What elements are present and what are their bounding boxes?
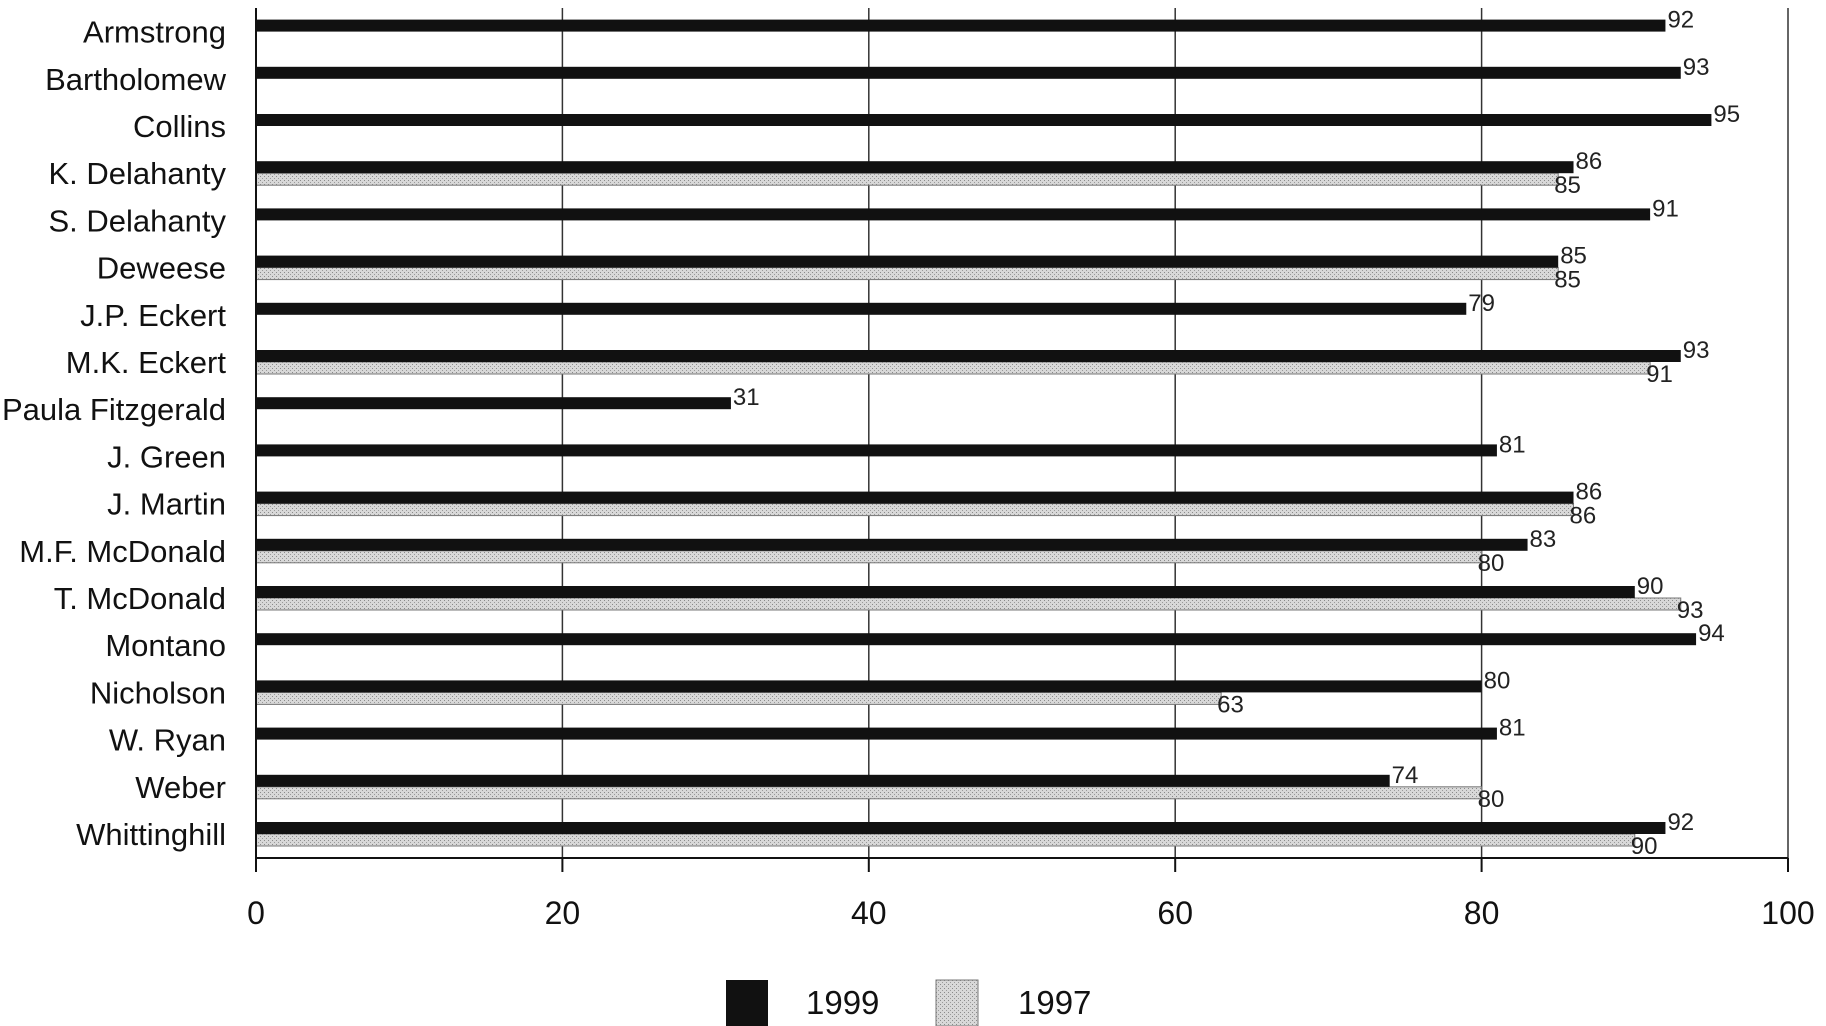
category-label: M.K. Eckert: [66, 345, 227, 380]
data-label-1997: 63: [1217, 691, 1244, 718]
data-label-1997: 80: [1478, 786, 1505, 813]
x-tick-label: 100: [1761, 895, 1814, 931]
data-label-1999: 92: [1667, 7, 1694, 34]
legend-swatch-1997: [935, 979, 979, 1026]
bar-1999: [256, 397, 731, 410]
category-label: Nicholson: [90, 675, 226, 710]
axes: [255, 8, 1789, 872]
bar-1999: [256, 774, 1390, 787]
x-tick-label: 40: [851, 895, 887, 931]
bar-1997: [255, 172, 1559, 186]
bar-1999: [256, 538, 1528, 551]
legend-swatch-1999: [726, 980, 768, 1026]
x-tick-label: 20: [545, 895, 581, 931]
data-label-1999: 86: [1576, 148, 1603, 175]
bar-1997: [255, 361, 1651, 375]
bar-1997: [255, 550, 1483, 564]
data-label-1997: 86: [1570, 503, 1597, 530]
category-label: Collins: [133, 109, 226, 144]
bars: [255, 19, 1712, 847]
data-label-1999: 92: [1667, 809, 1694, 836]
bar-1999: [256, 633, 1697, 646]
data-label-1997: 85: [1554, 267, 1581, 294]
legend-label-1997: 1997: [1018, 984, 1091, 1021]
data-label-1999: 85: [1560, 243, 1587, 270]
data-label-1999: 80: [1484, 667, 1511, 694]
data-label-1999: 86: [1576, 479, 1603, 506]
bar-1999: [256, 208, 1651, 221]
data-label-1999: 90: [1637, 573, 1664, 600]
bar-1997: [255, 597, 1682, 611]
bar-1997: [255, 786, 1483, 800]
category-label: Paula Fitzgerald: [2, 392, 226, 427]
category-label: J.P. Eckert: [80, 298, 226, 333]
data-label-1999: 74: [1392, 762, 1419, 789]
data-label-1997: 91: [1646, 361, 1673, 388]
bar-1999: [256, 161, 1574, 174]
x-tick-label: 0: [247, 895, 265, 931]
category-label: Armstrong: [83, 15, 226, 50]
bar-1997: [255, 503, 1575, 517]
bar-1999: [256, 680, 1482, 693]
data-label-1999: 79: [1468, 290, 1495, 317]
category-label: J. Green: [107, 439, 226, 474]
category-label: T. McDonald: [54, 581, 226, 616]
data-label-1997: 93: [1677, 597, 1704, 624]
legend: 1999 1997: [726, 979, 1091, 1026]
category-label: Deweese: [97, 251, 226, 286]
bar-1999: [256, 586, 1635, 598]
bar-1999: [256, 491, 1574, 504]
bar-1999: [256, 114, 1712, 126]
category-label: M.F. McDonald: [19, 534, 226, 569]
bar-1999: [256, 19, 1666, 32]
x-tick-label: 80: [1464, 895, 1500, 931]
category-label: K. Delahanty: [49, 156, 227, 191]
labels: 0 20 40 60 80 100 Armstrong 92 Bartholomew 93 Coll…: [2, 7, 1815, 931]
data-label-1997: 80: [1478, 550, 1505, 577]
category-label: Montano: [105, 628, 226, 663]
category-label: W. Ryan: [109, 723, 226, 758]
bar-1999: [256, 302, 1467, 315]
data-label-1999: 83: [1530, 526, 1557, 553]
bar-1997: [255, 267, 1559, 281]
category-label: S. Delahanty: [49, 203, 227, 238]
bar-1999: [256, 444, 1497, 457]
data-label-1999: 93: [1683, 337, 1710, 364]
bar-1999: [256, 66, 1681, 79]
bar-1997: [255, 691, 1222, 705]
legend-label-1999: 1999: [806, 984, 879, 1021]
data-label-1999: 95: [1713, 101, 1740, 128]
data-label-1997: 85: [1554, 172, 1581, 199]
category-label: Weber: [135, 770, 226, 805]
data-label-1999: 31: [733, 384, 760, 411]
data-label-1999: 94: [1698, 620, 1725, 647]
category-label: Whittinghill: [76, 817, 226, 852]
data-label-1999: 81: [1499, 431, 1526, 458]
data-label-1999: 93: [1683, 54, 1710, 81]
bar-1999: [256, 727, 1497, 740]
data-label-1999: 91: [1652, 195, 1679, 222]
category-label: J. Martin: [107, 487, 226, 522]
bar-1999: [256, 255, 1559, 268]
bar-1999: [256, 822, 1666, 834]
bar-1997: [255, 833, 1636, 847]
data-label-1997: 90: [1631, 833, 1658, 860]
category-label: Bartholomew: [45, 62, 227, 97]
gridlines: [561, 8, 1789, 858]
bar-1999: [256, 350, 1681, 362]
x-tick-label: 60: [1157, 895, 1193, 931]
data-label-1999: 81: [1499, 715, 1526, 742]
